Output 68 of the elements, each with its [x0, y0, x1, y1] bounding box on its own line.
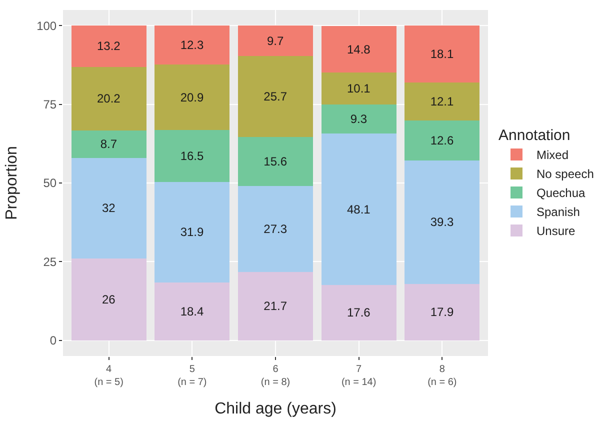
data-label: 9.3 — [350, 112, 368, 126]
bar — [238, 137, 313, 186]
y-tick-label: 75 — [43, 98, 57, 112]
legend-label: Unsure — [536, 224, 576, 238]
y-axis-title: Proportion — [3, 146, 20, 220]
bar — [321, 26, 396, 73]
data-label: 8.7 — [100, 137, 118, 152]
legend-label: Quechua — [536, 186, 586, 200]
data-label: 18.4 — [180, 304, 204, 318]
bar — [404, 160, 480, 284]
legend-label: Spanish — [536, 205, 580, 220]
bar — [321, 72, 396, 104]
y-tick-label: 50 — [43, 176, 57, 190]
bar — [238, 272, 313, 340]
data-label: 20.9 — [180, 90, 204, 104]
data-label: 14.8 — [346, 42, 371, 56]
x-axis-title: Child age (years) — [214, 400, 336, 418]
data-label: 20.2 — [96, 92, 121, 106]
legend-label: No speech — [536, 167, 594, 182]
data-label: 39.3 — [430, 215, 454, 230]
data-label: 25.7 — [264, 90, 288, 104]
bar — [238, 186, 313, 272]
data-label: 26 — [102, 292, 116, 306]
y-tick-label: 25 — [43, 254, 57, 269]
y-tick-label: 100 — [36, 18, 57, 33]
data-label: 17.9 — [430, 305, 454, 320]
x-tick-label: 6 (n = 8) — [260, 364, 290, 388]
data-label: 17.6 — [346, 306, 371, 320]
bar — [154, 64, 230, 130]
bar — [154, 26, 230, 64]
x-tick-label: 8 (n = 6) — [428, 364, 457, 388]
bar — [71, 130, 146, 158]
data-label: 21.7 — [264, 299, 288, 314]
x-tick-label: 4 (n = 5) — [94, 364, 124, 388]
bar — [238, 56, 313, 138]
bar — [404, 120, 480, 160]
data-label: 10.1 — [346, 81, 371, 96]
x-tick-label: 7 (n = 14) — [341, 364, 376, 388]
bar — [238, 26, 313, 56]
data-label: 12.1 — [430, 94, 454, 109]
data-label: 9.7 — [266, 34, 284, 48]
bar — [154, 282, 230, 340]
legend-title: Annotation — [498, 127, 570, 144]
bar — [154, 130, 230, 182]
bar — [71, 25, 146, 67]
bar — [404, 26, 480, 83]
data-label: 31.9 — [180, 225, 204, 240]
bar — [321, 104, 396, 134]
data-label: 48.1 — [346, 202, 371, 216]
data-label: 13.2 — [96, 39, 121, 54]
bar — [71, 258, 146, 340]
bar — [71, 158, 146, 258]
bar — [321, 284, 396, 340]
data-label: 18.1 — [430, 47, 454, 62]
x-tick-label: 5 (n = 7) — [178, 364, 207, 388]
bar — [71, 66, 146, 130]
bar — [154, 182, 230, 282]
y-tick-label: 0 — [50, 333, 57, 348]
data-label: 16.5 — [180, 149, 204, 164]
data-label: 27.3 — [264, 222, 288, 236]
data-label: 12.3 — [180, 38, 204, 52]
data-label: 15.6 — [264, 154, 288, 169]
bar — [404, 284, 480, 340]
data-label: 12.6 — [430, 134, 454, 148]
bar — [321, 134, 396, 285]
bar — [404, 82, 480, 121]
legend-label: Mixed — [536, 148, 569, 162]
data-label: 32 — [102, 201, 116, 216]
